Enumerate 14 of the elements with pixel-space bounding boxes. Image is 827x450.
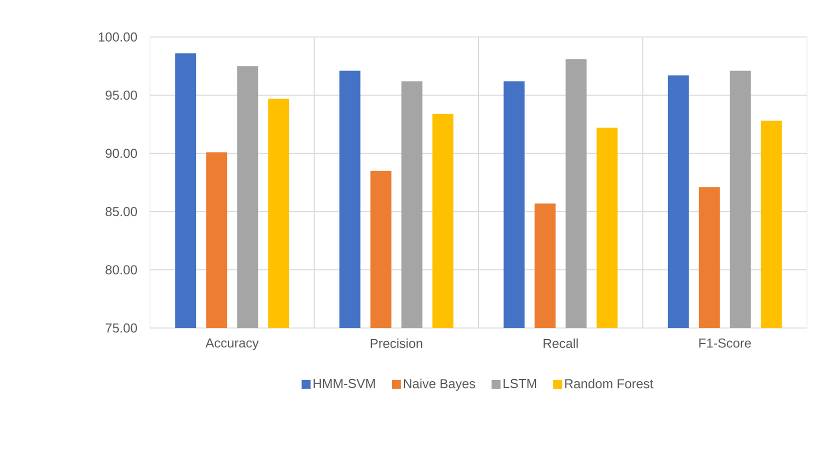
y-tick-label: 100.00 <box>98 32 137 42</box>
x-tick-label: Recall <box>544 338 578 348</box>
y-tick-label: 90.00 <box>106 148 137 158</box>
x-tick-label: Precision <box>370 338 422 348</box>
y-tick-label: 80.00 <box>106 265 137 274</box>
legend-label: HMM-SVM <box>314 378 375 388</box>
x-tick-label: Accuracy <box>206 338 259 350</box>
legend-label: Random Forest <box>565 378 654 388</box>
y-tick-label: 85.00 <box>106 207 137 216</box>
y-tick-label: 75.00 <box>106 323 137 333</box>
legend-label: Naive Bayes <box>404 378 476 391</box>
y-tick-label: 95.00 <box>106 90 137 100</box>
x-tick-label: F1-Score <box>699 338 751 348</box>
legend-label: LSTM <box>504 378 536 388</box>
